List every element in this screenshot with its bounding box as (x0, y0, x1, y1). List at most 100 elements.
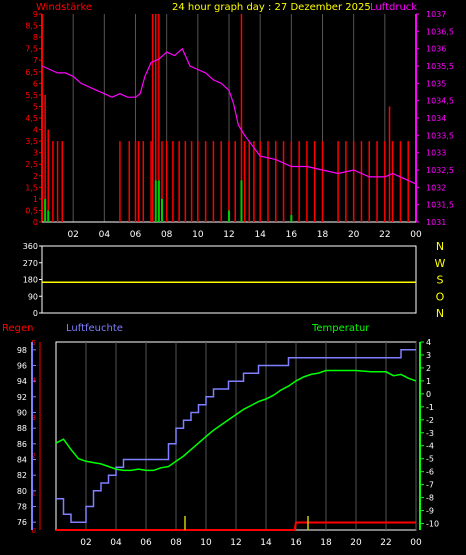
wind-tick-label: 9 (33, 10, 38, 19)
temperature-tick-label: -2 (426, 416, 434, 425)
pressure-tick-label: 1037 (426, 10, 446, 19)
x-tick-label: 16 (290, 538, 302, 548)
wind-tick-label: 5 (33, 102, 38, 111)
x-tick-label: 04 (99, 230, 111, 240)
compass-label: N (436, 307, 444, 320)
rain-tick-label: 3 (32, 414, 36, 422)
pressure-tick-label: 1036,5 (426, 27, 454, 36)
temperature-tick-label: 0 (426, 390, 431, 399)
compass-label: W (435, 257, 446, 270)
humidity-tick-label: 82 (17, 471, 27, 480)
x-tick-label: 22 (379, 230, 390, 240)
wind-tick-label: 1,5 (25, 183, 38, 192)
wind-tick-label: 4 (33, 126, 38, 135)
wind-tick-label: 3,5 (25, 137, 38, 146)
humidity-tick-label: 96 (17, 362, 27, 371)
direction-tick-label: 0 (33, 309, 38, 318)
temperature-tick-label: 1 (426, 377, 431, 386)
temperature-tick-label: -4 (426, 442, 434, 451)
compass-label: S (437, 274, 444, 287)
rain-tick-label: 0 (32, 527, 36, 535)
wind-tick-label: 2 (33, 172, 38, 181)
direction-tick-label: 360 (23, 242, 38, 251)
humidity-tick-label: 98 (17, 346, 27, 355)
compass-label: O (436, 290, 445, 303)
direction-tick-label: 270 (23, 259, 38, 268)
temperature-tick-label: -7 (426, 481, 434, 490)
wind-tick-label: 8 (33, 33, 38, 42)
pressure-tick-label: 1031,5 (426, 201, 454, 210)
wind-tick-label: 6 (33, 79, 38, 88)
temperature-tick-label: -9 (426, 507, 434, 516)
x-tick-label: 10 (200, 538, 212, 548)
x-tick-label: 10 (192, 230, 204, 240)
wind-tick-label: 8,5 (25, 22, 38, 31)
temperature-tick-label: -3 (426, 429, 434, 438)
humidity-tick-label: 86 (17, 440, 27, 449)
pressure-tick-label: 1033 (426, 149, 446, 158)
x-tick-label: 12 (223, 230, 234, 240)
temperature-line (55, 369, 417, 472)
wind-tick-label: 6,5 (25, 68, 38, 77)
pressure-axis-title: Luftdruck (370, 2, 417, 13)
wind-tick-label: 7 (33, 56, 38, 65)
direction-tick-label: 90 (28, 292, 38, 301)
x-tick-label: 08 (161, 230, 173, 240)
wind-tick-label: 2,5 (25, 160, 38, 169)
wind-tick-label: 0,5 (25, 206, 38, 215)
temperature-tick-label: -5 (426, 455, 434, 464)
pressure-tick-label: 1032,5 (426, 166, 454, 175)
wind-tick-label: 4,5 (25, 114, 38, 123)
x-tick-label: 20 (350, 538, 362, 548)
temperature-tick-label: 3 (426, 351, 431, 360)
pressure-tick-label: 1035 (426, 79, 446, 88)
temperature-tick-label: -10 (426, 520, 439, 529)
x-tick-label: 02 (80, 538, 91, 548)
rain-tick-label: 5 (32, 339, 36, 347)
pressure-tick-label: 1034,5 (426, 97, 454, 106)
x-tick-label: 20 (348, 230, 360, 240)
humidity-tick-label: 80 (17, 487, 27, 496)
wind-tick-label: 1 (33, 195, 38, 204)
wind-tick-label: 7,5 (25, 45, 38, 54)
x-tick-label: 00 (410, 538, 422, 548)
rain-line (56, 521, 416, 531)
wind-tick-label: 5,5 (25, 91, 38, 100)
x-tick-label: 08 (170, 538, 182, 548)
pressure-tick-label: 1033,5 (426, 131, 454, 140)
x-tick-label: 14 (254, 230, 266, 240)
humidity-tick-label: 78 (17, 503, 27, 512)
x-tick-label: 22 (380, 538, 391, 548)
x-tick-label: 02 (67, 230, 78, 240)
wind-axis-title: Windstärke (36, 2, 92, 13)
wind-tick-label: 3 (33, 149, 38, 158)
x-tick-label: 18 (320, 538, 332, 548)
x-tick-label: 12 (230, 538, 241, 548)
pressure-tick-label: 1034 (426, 114, 446, 123)
x-tick-label: 16 (286, 230, 298, 240)
rain-tick-label: 1 (32, 489, 36, 497)
temperature-tick-label: 2 (426, 364, 431, 373)
x-tick-label: 04 (110, 538, 122, 548)
humidity-line (56, 349, 416, 523)
pressure-tick-label: 1031 (426, 218, 446, 227)
x-tick-label: 00 (410, 230, 422, 240)
pressure-line (41, 47, 417, 185)
humidity-tick-label: 76 (17, 518, 27, 527)
temperature-axis-title: Temperatur (311, 323, 370, 334)
pressure-tick-label: 1036 (426, 45, 446, 54)
x-tick-label: 06 (140, 538, 152, 548)
rain-tick-label: 4 (32, 377, 37, 385)
humidity-tick-label: 84 (17, 456, 27, 465)
humidity-axis-title: Luftfeuchte (66, 323, 123, 334)
direction-frame (41, 245, 417, 314)
humidity-tick-label: 90 (17, 409, 27, 418)
rain-tick-label: 2 (32, 452, 36, 460)
direction-tick-label: 180 (23, 276, 38, 285)
temperature-tick-label: -8 (426, 494, 434, 503)
humidity-tick-label: 94 (17, 377, 27, 386)
pressure-tick-label: 1035,5 (426, 62, 454, 71)
temperature-tick-label: -1 (426, 403, 434, 412)
